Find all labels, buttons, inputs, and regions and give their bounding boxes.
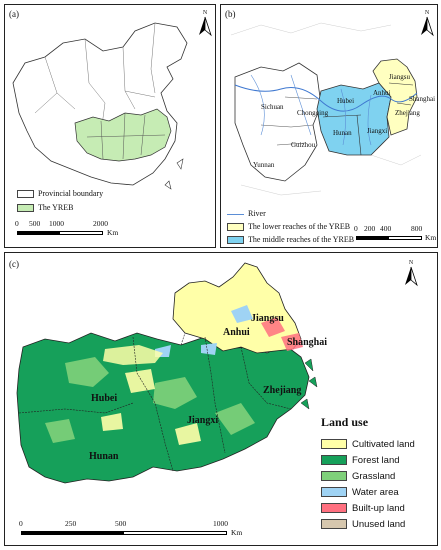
legend-middle-reaches: The middle reaches of the YREB	[227, 235, 354, 245]
scale-tick-2: 400	[380, 224, 392, 233]
legend-built-up-land-swatch	[321, 503, 347, 514]
scale-bar	[21, 531, 227, 535]
north-arrow-icon: N	[419, 10, 435, 37]
province-label-zhejiang: Zhejiang	[395, 109, 420, 117]
legend-unused-land-swatch	[321, 519, 347, 530]
province-label-jiangxi: Jiangxi	[367, 127, 388, 135]
legend-cultivated-land: Cultivated land	[321, 439, 415, 450]
province-label-jiangxi: Jiangxi	[187, 415, 219, 426]
north-arrow-icon: N	[197, 10, 213, 37]
province-label-shanghai: Shanghai	[409, 95, 436, 103]
scale-tick-2: 500	[115, 519, 127, 528]
province-label-sichuan: Sichuan	[261, 103, 284, 111]
legend-grassland-swatch	[321, 471, 347, 482]
scale-tick-1: 200	[364, 224, 376, 233]
province-label-shanghai: Shanghai	[287, 337, 328, 348]
legend-water-area: Water area	[321, 487, 399, 498]
province-label-jiangsu: Jiangsu	[389, 73, 410, 81]
legend-grassland: Grassland	[321, 471, 395, 482]
yreb-regions-map	[230, 22, 422, 196]
scale-tick-3: 2000	[93, 219, 108, 228]
province-label-chongqing: Chongqing	[297, 109, 329, 117]
panel-b-label: (b)	[225, 9, 236, 19]
province-label-anhui: Anhui	[223, 327, 250, 338]
legend-river-line	[227, 213, 244, 215]
scale-tick-3: 1000	[213, 519, 228, 528]
legend-provincial-boundary-swatch	[17, 190, 34, 199]
land-use-map	[16, 262, 318, 484]
legend-forest-land-swatch	[321, 455, 347, 466]
province-label-anhui: Anhui	[373, 89, 391, 97]
legend-river: River	[227, 209, 266, 219]
scale-bar	[356, 236, 422, 240]
province-label-hunan: Hunan	[333, 129, 352, 137]
scale-tick-1: 500	[29, 219, 41, 228]
scale-tick-0: 0	[19, 519, 23, 528]
panel-b: (b) N Jiangsu Anhui Shanghai Zhejiang Hu…	[220, 4, 438, 248]
legend-built-up-land: Built-up land	[321, 503, 405, 514]
province-label-yunnan: Yunnan	[253, 161, 275, 169]
province-label-hubei: Hubei	[91, 393, 118, 404]
legend-middle-reaches-swatch	[227, 236, 244, 245]
scale-unit: Km	[107, 228, 119, 237]
panel-c: (c) N Jiangsu Anhui Shanghai Hubei Zheji…	[4, 252, 438, 546]
land-use-legend-title: Land use	[321, 415, 369, 429]
scale-tick-2: 1000	[49, 219, 64, 228]
legend-unused-land: Unused land	[321, 519, 405, 530]
legend-water-area-swatch	[321, 487, 347, 498]
north-arrow-icon: N	[403, 260, 419, 287]
legend-yreb: The YREB	[17, 203, 73, 213]
scale-tick-3: 800	[411, 224, 423, 233]
province-label-hunan: Hunan	[89, 451, 119, 462]
province-label-guizhou: Guizhou	[291, 141, 316, 149]
legend-lower-reaches: The lower reaches of the YREB	[227, 222, 350, 232]
legend-cultivated-land-swatch	[321, 439, 347, 450]
scale-tick-0: 0	[354, 224, 358, 233]
province-label-zhejiang: Zhejiang	[263, 385, 302, 396]
scale-unit: Km	[425, 233, 437, 242]
scale-bar	[17, 231, 103, 235]
panel-c-label: (c)	[9, 259, 19, 269]
province-label-jiangsu: Jiangsu	[251, 313, 284, 324]
panel-a-label: (a)	[9, 9, 19, 19]
scale-tick-0: 0	[15, 219, 19, 228]
legend-yreb-swatch	[17, 204, 34, 213]
china-map	[12, 22, 188, 190]
scale-tick-1: 250	[65, 519, 77, 528]
legend-forest-land: Forest land	[321, 455, 400, 466]
legend-provincial-boundary: Provincial boundary	[17, 189, 103, 199]
panel-a: (a) N Provincial boundary The YREB 0 500…	[4, 4, 216, 248]
scale-unit: Km	[231, 528, 243, 537]
legend-lower-reaches-swatch	[227, 223, 244, 232]
province-label-hubei: Hubei	[337, 97, 355, 105]
